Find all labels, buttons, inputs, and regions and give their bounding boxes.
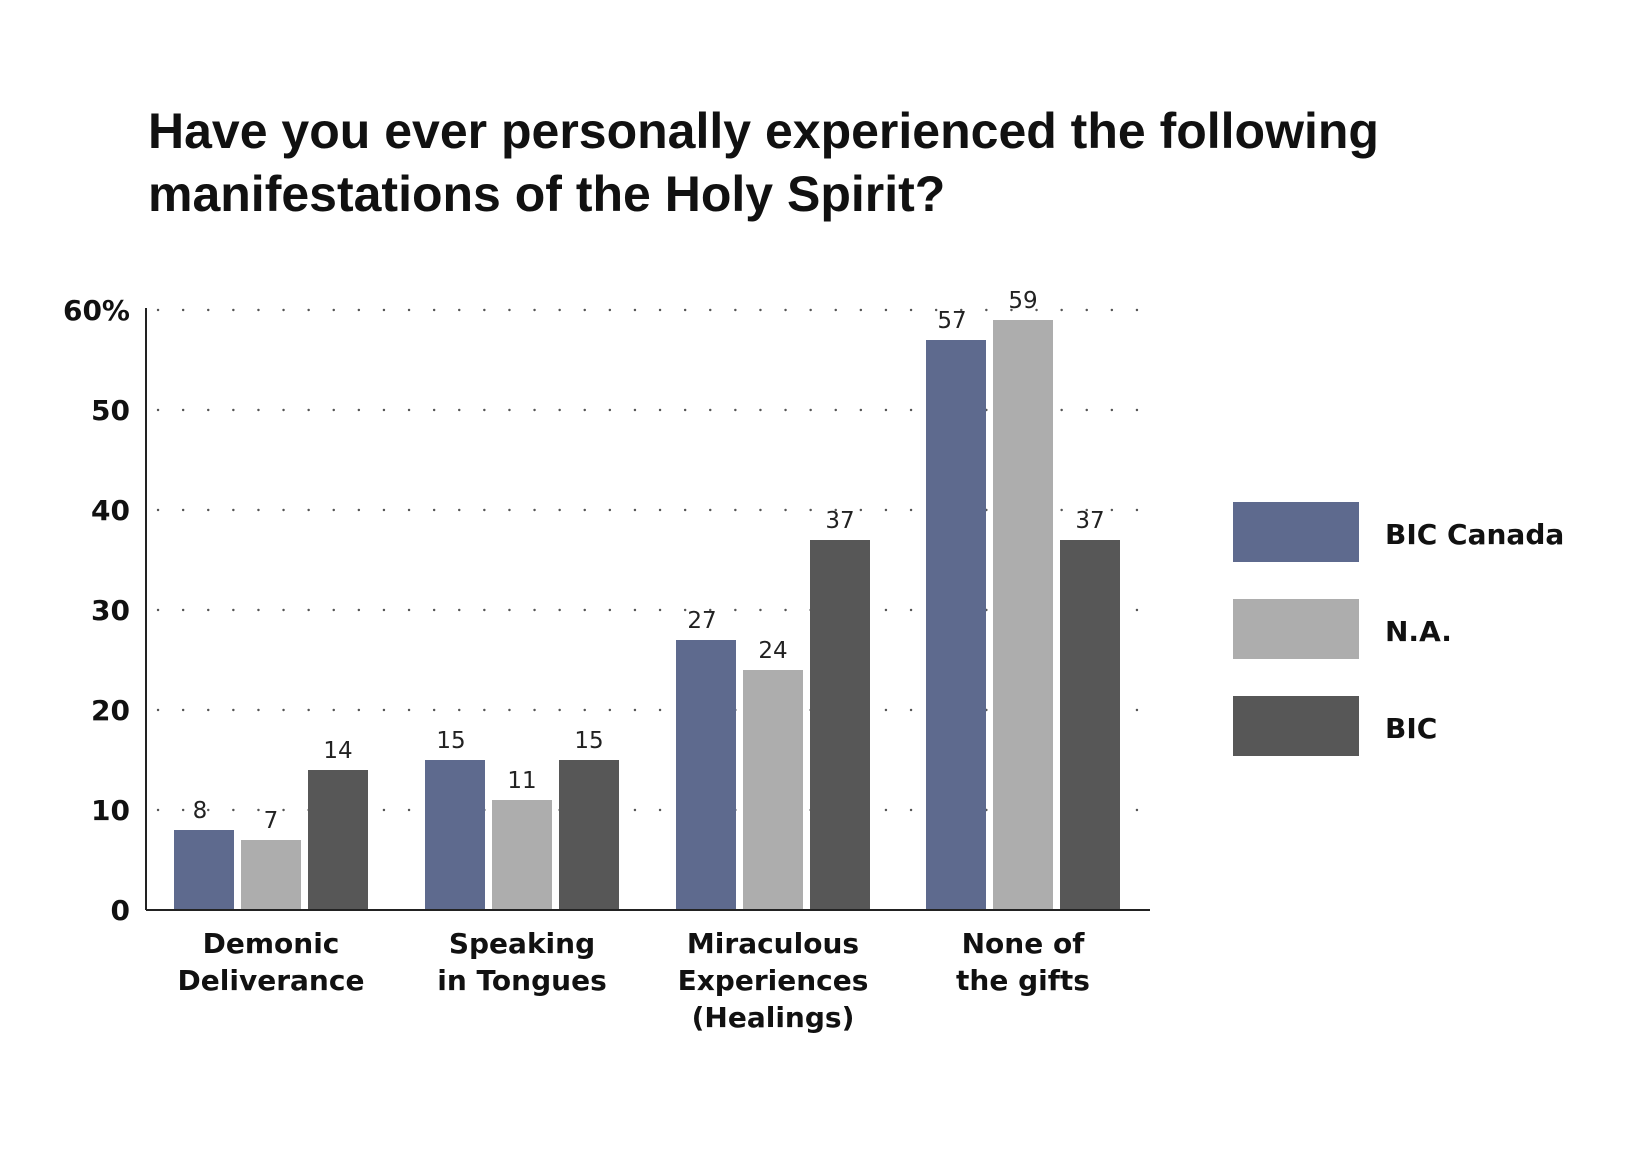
bar bbox=[993, 320, 1053, 910]
data-label: 15 bbox=[574, 728, 603, 754]
data-label: 27 bbox=[687, 608, 716, 634]
bar bbox=[425, 760, 485, 910]
y-tick-label: 0 bbox=[111, 894, 130, 927]
data-label: 11 bbox=[507, 768, 536, 794]
gridlines bbox=[156, 308, 1142, 812]
x-tick-label-line: None of bbox=[962, 927, 1086, 960]
y-tick-label: 10 bbox=[91, 794, 130, 827]
x-tick-label-line: Deliverance bbox=[178, 964, 365, 997]
y-tick-label: 50 bbox=[91, 394, 130, 427]
y-tick-label: 40 bbox=[91, 494, 130, 527]
data-label: 14 bbox=[323, 738, 352, 764]
bar bbox=[241, 840, 301, 910]
x-tick-label: Demonic Deliverance bbox=[178, 927, 365, 997]
legend-label: BIC bbox=[1385, 712, 1437, 745]
x-tick-label-line: Speaking bbox=[449, 927, 595, 960]
x-tick-label-line: Miraculous bbox=[687, 927, 859, 960]
chart-title-line-2: manifestations of the Holy Spirit? bbox=[148, 166, 946, 222]
y-tick-label: 60% bbox=[63, 294, 130, 327]
bar bbox=[743, 670, 803, 910]
x-tick-label: Speaking in Tongues bbox=[437, 927, 606, 997]
data-label: 37 bbox=[825, 508, 854, 534]
x-tick-label-line: in Tongues bbox=[437, 964, 606, 997]
data-label: 15 bbox=[436, 728, 465, 754]
data-label: 59 bbox=[1008, 288, 1037, 314]
bar bbox=[676, 640, 736, 910]
x-tick-label-line: Experiences bbox=[678, 964, 869, 997]
chart-title: Have you ever personally experienced the… bbox=[148, 100, 1548, 226]
y-tick-label: 20 bbox=[91, 694, 130, 727]
legend-swatch bbox=[1233, 696, 1359, 756]
data-label: 8 bbox=[193, 798, 208, 824]
legend-swatch bbox=[1233, 599, 1359, 659]
x-tick-label-line: Demonic bbox=[203, 927, 340, 960]
data-label: 57 bbox=[937, 308, 966, 334]
bar bbox=[810, 540, 870, 910]
legend: BIC Canada N.A. BIC bbox=[1233, 502, 1564, 756]
bars: 8 15 27 57 7 11 24 59 14 15 37 37 bbox=[174, 288, 1120, 910]
x-axis: Demonic Deliverance Speaking in Tongues Mira… bbox=[146, 909, 1150, 1034]
bar bbox=[174, 830, 234, 910]
chart-title-line-1: Have you ever personally experienced the… bbox=[148, 103, 1379, 159]
legend-label: N.A. bbox=[1385, 615, 1452, 648]
data-label: 24 bbox=[758, 638, 787, 664]
bar bbox=[492, 800, 552, 910]
legend-swatch bbox=[1233, 502, 1359, 562]
x-tick-label: Miraculous Experiences (Healings) bbox=[678, 927, 869, 1034]
y-axis: 0 10 20 30 40 50 60% bbox=[63, 294, 147, 927]
y-tick-label: 30 bbox=[91, 594, 130, 627]
data-label: 7 bbox=[264, 808, 279, 834]
x-tick-label-line: the gifts bbox=[956, 964, 1090, 997]
bar bbox=[308, 770, 368, 910]
legend-label: BIC Canada bbox=[1385, 518, 1564, 551]
bar bbox=[926, 340, 986, 910]
data-label: 37 bbox=[1075, 508, 1104, 534]
x-tick-label: None of the gifts bbox=[956, 927, 1090, 997]
x-tick-label-line: (Healings) bbox=[692, 1001, 855, 1034]
bar bbox=[1060, 540, 1120, 910]
bar bbox=[559, 760, 619, 910]
